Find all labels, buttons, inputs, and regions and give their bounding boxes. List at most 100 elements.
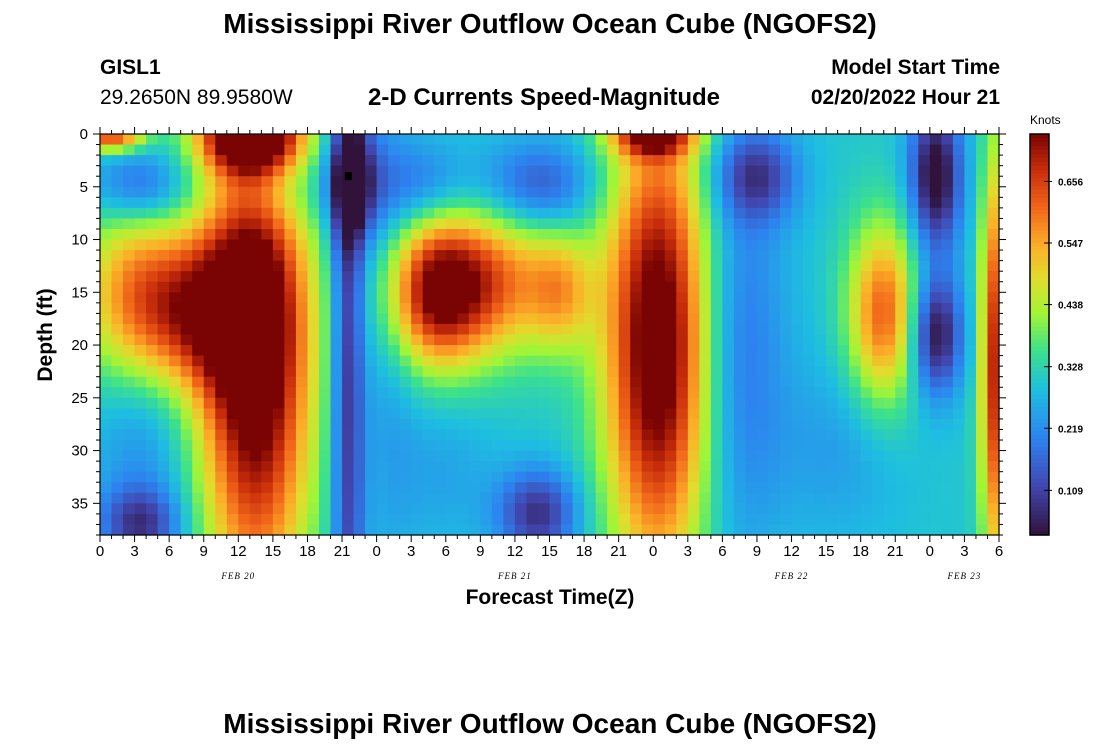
heat-cell (780, 471, 793, 483)
heat-cell (826, 313, 839, 325)
heat-cell (353, 366, 366, 378)
heat-cell (272, 461, 286, 473)
colorbar-segment (1030, 182, 1049, 187)
heat-cell (780, 239, 793, 251)
heat-cell (307, 387, 320, 399)
heat-cell (261, 440, 274, 452)
heat-cell (676, 144, 689, 156)
heat-cell (134, 366, 147, 378)
heat-cell (134, 387, 147, 399)
heat-cell (826, 482, 839, 494)
heat-cell (906, 387, 919, 399)
heat-cell (826, 355, 839, 367)
heat-cell (295, 302, 309, 314)
heat-cell (272, 186, 286, 198)
heat-cell (318, 207, 332, 220)
heat-cell (653, 218, 666, 230)
heat-cell (514, 271, 528, 283)
heat-cell (342, 323, 355, 336)
heat-cell (814, 186, 827, 198)
heat-cell (872, 250, 885, 262)
heat-cell (457, 144, 470, 156)
heat-cell (676, 302, 689, 314)
heat-cell (353, 228, 366, 241)
heat-cell (975, 250, 989, 262)
heat-cell (722, 271, 735, 283)
heat-cell (987, 228, 1000, 241)
heat-cell (630, 366, 643, 378)
heat-cell (526, 418, 539, 431)
heat-cell (284, 186, 297, 198)
heat-cell (756, 323, 770, 336)
heat-cell (514, 323, 528, 336)
heat-cell (664, 513, 677, 526)
heat-cell (641, 513, 654, 526)
colorbar-segment (1030, 466, 1049, 472)
heat-cell (722, 355, 735, 367)
heat-cell (883, 387, 896, 399)
heat-cell (295, 408, 309, 420)
heat-cell (607, 292, 620, 304)
heat-cell (607, 513, 620, 526)
heat-cell (918, 355, 931, 367)
heat-cell (630, 218, 643, 230)
heat-cell (134, 440, 147, 452)
heat-cell (330, 334, 343, 346)
heat-cell (111, 281, 124, 293)
heat-cell (941, 440, 954, 452)
x-tick-label: 12 (507, 543, 524, 560)
heat-cell (814, 440, 827, 452)
heat-cell (226, 144, 239, 156)
heat-cell (480, 134, 493, 146)
heat-cell (169, 429, 182, 441)
heat-cell (295, 176, 309, 188)
x-tick-label: 21 (334, 543, 351, 560)
heat-cell (169, 176, 182, 188)
heat-cell (514, 155, 528, 167)
heat-cell (192, 250, 205, 262)
heat-cell (134, 313, 147, 325)
heat-cell (537, 524, 551, 536)
heat-cell (238, 366, 251, 378)
heat-cell (399, 218, 412, 230)
heat-cell (699, 387, 712, 399)
heat-cell (664, 355, 677, 367)
heat-cell (722, 471, 735, 483)
heat-cell (929, 429, 942, 441)
heat-cell (906, 313, 919, 325)
heat-cell (549, 513, 562, 526)
heat-cell (330, 429, 343, 441)
heat-cell (745, 482, 758, 494)
heat-cell (295, 524, 309, 536)
heat-cell (561, 408, 574, 420)
heat-cell (157, 186, 170, 198)
heat-cell (826, 461, 839, 473)
heat-cell (284, 387, 297, 399)
heat-cell (584, 503, 597, 515)
heat-cell (710, 207, 723, 220)
heat-cell (123, 450, 136, 462)
heat-cell (664, 418, 677, 431)
heat-cell (860, 418, 873, 431)
heat-cell (664, 429, 677, 441)
heat-cell (215, 218, 228, 230)
heat-cell (457, 513, 470, 526)
heat-cell (618, 197, 631, 209)
heat-cell (457, 155, 470, 167)
heat-cell (733, 186, 747, 198)
heat-cell (526, 387, 539, 399)
heat-cell (699, 503, 712, 515)
heat-cell (203, 186, 216, 198)
heat-cell (756, 271, 770, 283)
heat-cell (215, 492, 228, 504)
heat-cell (860, 176, 873, 188)
heat-cell (687, 482, 700, 494)
heat-cell (537, 323, 551, 336)
heat-cell (146, 418, 159, 431)
heat-cell (503, 366, 516, 378)
heat-cell (607, 176, 620, 188)
heat-cell (353, 134, 366, 146)
heat-cell (664, 165, 677, 177)
heat-cell (918, 260, 931, 272)
heat-cell (318, 408, 332, 420)
